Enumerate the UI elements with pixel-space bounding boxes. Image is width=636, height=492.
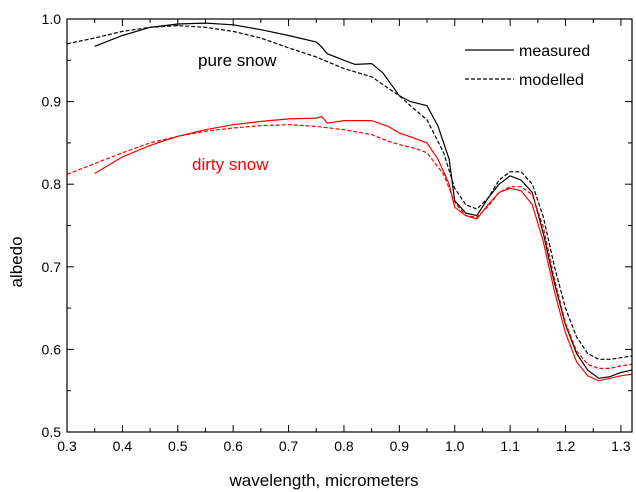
y-axis-title: albedo	[7, 236, 26, 287]
y-tick-label: 0.8	[42, 176, 62, 192]
x-tick-label: 1.3	[611, 438, 631, 454]
x-tick-label: 0.9	[390, 438, 410, 454]
series-layer	[66, 22, 633, 382]
legend: measured modelled	[465, 43, 590, 89]
series-line-pure-snow-modelled	[66, 24, 633, 360]
y-tick-label: 0.6	[42, 341, 62, 357]
y-tick-label: 1.0	[42, 11, 62, 27]
annotation-pure-snow: pure snow	[198, 51, 277, 70]
x-tick-label: 1.2	[556, 438, 576, 454]
x-tick-label: 1.0	[445, 438, 465, 454]
x-tick-label: 0.8	[334, 438, 354, 454]
x-axis-title: wavelength, micrometers	[229, 471, 419, 490]
y-tick-label: 0.5	[42, 424, 62, 440]
x-tick-label: 1.1	[500, 438, 520, 454]
annotation-dirty-snow: dirty snow	[192, 155, 269, 174]
x-tick-label: 0.3	[57, 438, 77, 454]
y-tick-label: 0.7	[42, 259, 62, 275]
x-tick-label: 0.6	[223, 438, 243, 454]
ticks-layer: 0.3 0.4 0.5 0.6 0.7 0.8 0.9 1.0 1.1 1.2 1.3 0.5 0.6 0…	[42, 11, 631, 454]
series-line-dirty-snow-measured	[94, 115, 633, 382]
x-tick-label: 0.5	[168, 438, 188, 454]
series-line-dirty-snow-modelled	[66, 124, 633, 369]
y-tick-label: 0.9	[42, 94, 62, 110]
legend-label-measured: measured	[519, 43, 590, 60]
x-tick-label: 0.4	[113, 438, 133, 454]
x-tick-label: 0.7	[279, 438, 299, 454]
legend-label-modelled: modelled	[519, 72, 584, 89]
axes-layer	[66, 18, 633, 433]
